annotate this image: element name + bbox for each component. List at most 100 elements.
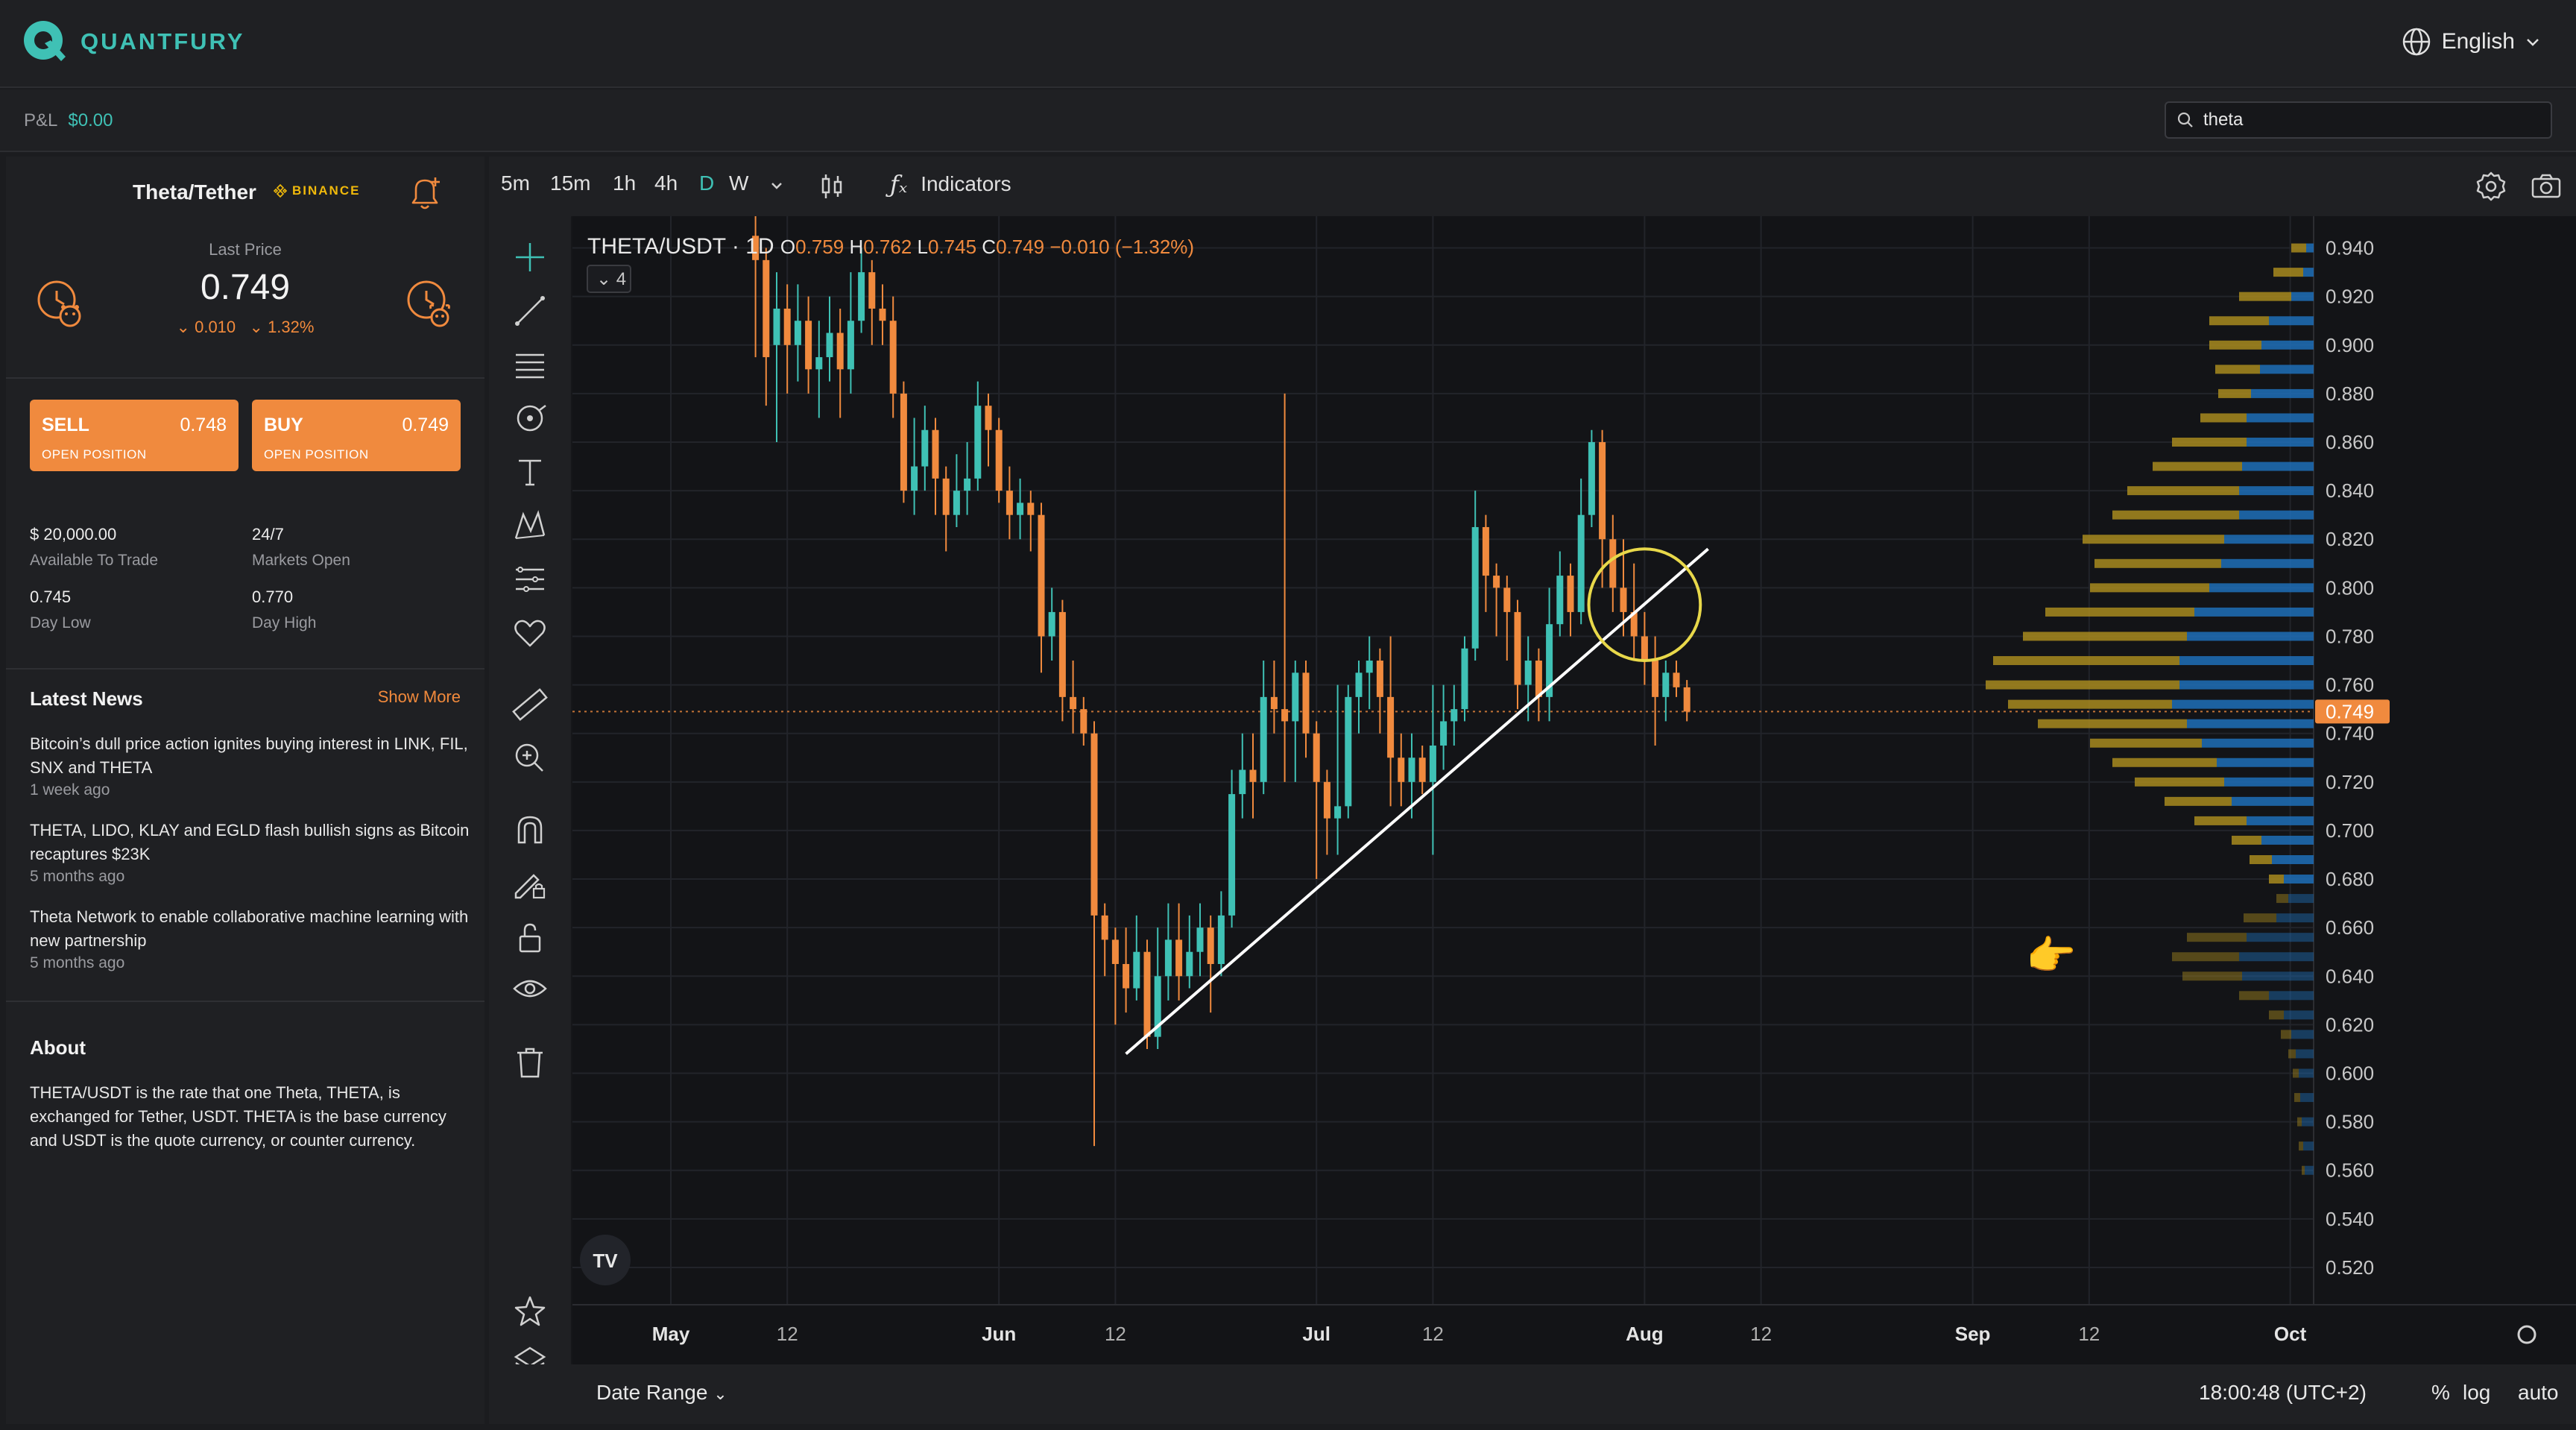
volume-profile-bar-down (2232, 835, 2261, 845)
show-more-link[interactable]: Show More (377, 687, 461, 706)
stat-label: Available To Trade (30, 552, 159, 569)
unlock-icon[interactable] (510, 917, 550, 957)
search-input[interactable] (2203, 110, 2531, 130)
volume-profile-bar-up (2247, 816, 2314, 825)
candle (1471, 491, 1479, 661)
date-range-button[interactable]: Date Range ⌄ (596, 1381, 727, 1405)
volume-profile-bar-up (2194, 607, 2314, 617)
volume-profile-bar-down (2200, 413, 2247, 423)
candle (1429, 684, 1436, 855)
candlestick-type-icon[interactable] (814, 168, 850, 204)
volume-profile-bar-down (2090, 583, 2209, 593)
volume-profile-bar-down (2112, 510, 2239, 520)
volume-profile (1986, 243, 2314, 1175)
zoom-in-icon[interactable] (510, 738, 550, 778)
timeframe-1h[interactable]: 1h (613, 171, 637, 195)
about-title: About (30, 1036, 86, 1059)
timeframe-5m[interactable]: 5m (501, 171, 530, 195)
indicators-button[interactable]: ƒₓ Indicators (890, 170, 1011, 198)
candle (879, 284, 886, 345)
candle (1239, 733, 1246, 819)
stat-label: Day Low (30, 614, 91, 631)
timeframe-4h[interactable]: 4h (654, 171, 678, 195)
volume-profile-bar-up (2239, 510, 2314, 520)
volume-profile-bar-up (2302, 1117, 2314, 1127)
volume-profile-bar-up (2179, 656, 2314, 666)
volume-profile-bar-up (2300, 1093, 2314, 1103)
candle (1546, 588, 1553, 722)
log-scale-toggle[interactable]: log (2463, 1381, 2491, 1404)
language-selector[interactable]: English (2402, 27, 2540, 57)
candle (1567, 563, 1574, 637)
exchange-badge: BINANCE (273, 183, 360, 198)
y-tick-label: 0.800 (2326, 576, 2374, 599)
instrument-panel: Theta/Tether BINANCE Last Price 0.749 ⌄ … (6, 157, 484, 1424)
magnet-icon[interactable] (510, 810, 550, 850)
lock-drawing-icon[interactable] (510, 863, 550, 904)
timeframe-w[interactable]: W (729, 171, 749, 195)
candle-body (1471, 526, 1479, 649)
candle-body (1503, 588, 1511, 612)
sell-button[interactable]: SELL 0.748 OPEN POSITION (30, 400, 239, 471)
auto-scale-toggle[interactable]: auto (2518, 1381, 2559, 1404)
candle (836, 308, 844, 418)
timeframe-d[interactable]: D (699, 171, 715, 195)
x-tick-label: 12 (1105, 1323, 1126, 1345)
y-tick-label: 0.560 (2326, 1159, 2374, 1182)
price-chart[interactable]: 0.940 0.920 0.900 0.880 0.860 0.840 0.820 0.800… (572, 216, 2576, 1364)
text-tool-icon[interactable] (510, 452, 550, 492)
eye-icon[interactable] (510, 971, 550, 1011)
y-tick-label: 0.920 (2326, 286, 2374, 308)
bear-alert-icon[interactable] (31, 274, 91, 334)
pattern-tool-icon[interactable] (510, 505, 550, 546)
candle (1249, 733, 1257, 819)
camera-icon[interactable] (2528, 168, 2564, 204)
candle (1461, 636, 1468, 722)
crosshair-icon[interactable] (510, 237, 550, 277)
current-price-tag (2315, 699, 2390, 724)
candle (783, 284, 791, 394)
volume-profile-bar-down (2293, 1068, 2299, 1078)
ruler-icon[interactable] (510, 684, 550, 725)
candle-body (1514, 611, 1521, 685)
volume-profile-bar-down (2187, 933, 2247, 942)
star-icon[interactable] (510, 1291, 550, 1332)
trend-line (1125, 547, 1709, 1055)
search-box[interactable] (2165, 101, 2552, 139)
stat-day-low: 0.745 Day Low (30, 588, 91, 632)
candle (1133, 915, 1140, 1001)
timeframe-15m[interactable]: 15m (550, 171, 591, 195)
candle (1493, 563, 1500, 637)
fib-retracement-icon[interactable] (510, 344, 550, 385)
forecast-tool-icon[interactable] (510, 559, 550, 599)
news-item[interactable]: THETA, LIDO, KLAY and EGLD flash bullish… (30, 819, 470, 886)
brush-icon[interactable] (510, 398, 550, 438)
trend-line-icon[interactable] (510, 291, 550, 331)
candle (1556, 551, 1564, 637)
volume-profile-bar-up (2261, 835, 2314, 845)
candle-body (1048, 611, 1055, 637)
tradingview-logo-text: TV (593, 1250, 618, 1272)
add-alert-bell-icon[interactable] (402, 171, 447, 216)
volume-profile-bar-up (2172, 699, 2314, 709)
news-item[interactable]: Theta Network to enable collaborative ma… (30, 905, 470, 972)
news-item[interactable]: Bitcoin’s dull price action ignites buyi… (30, 732, 470, 799)
volume-profile-bar-up (2303, 1141, 2314, 1151)
candle (889, 296, 897, 418)
buy-button[interactable]: BUY 0.749 OPEN POSITION (252, 400, 461, 471)
legend-part: H (849, 236, 863, 258)
volume-profile-bar-up (2276, 913, 2314, 923)
brand[interactable]: QUANTFURY (22, 19, 244, 64)
x-tick-label: Jul (1302, 1323, 1330, 1345)
trash-icon[interactable] (510, 1042, 550, 1083)
candle (1270, 661, 1278, 734)
volume-profile-bar-down (2209, 316, 2269, 326)
chevron-down-icon[interactable] (759, 168, 795, 204)
candle-body (1111, 939, 1119, 964)
bull-alert-icon[interactable] (401, 274, 461, 334)
brand-name: QUANTFURY (80, 28, 245, 54)
chart-clock: 18:00:48 (UTC+2) (2199, 1381, 2367, 1404)
gear-icon[interactable] (2473, 168, 2509, 204)
percent-scale-toggle[interactable]: % (2431, 1381, 2450, 1404)
heart-icon[interactable] (510, 613, 550, 653)
